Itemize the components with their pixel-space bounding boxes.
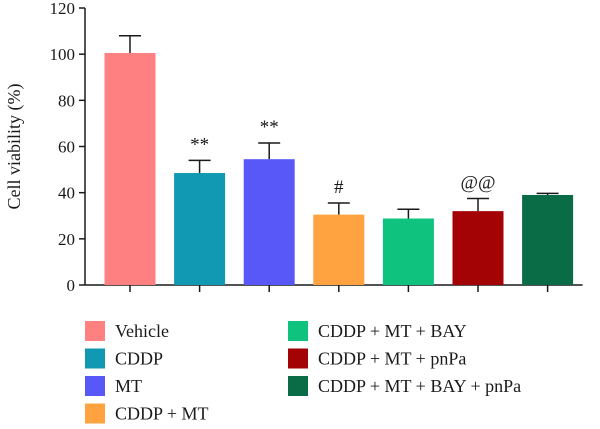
y-tick-label: 120 [50,0,76,18]
y-tick-label: 0 [67,276,76,295]
legend-label: CDDP + MT + BAY + pnPa [318,376,521,396]
y-axis: 0 20 40 60 80 100 120 [50,0,86,295]
bar [174,173,226,285]
legend-swatch [288,321,308,341]
legend: Vehicle CDDP MT CDDP + MT CDDP + MT + BAY CDD… [85,321,521,424]
bar [382,218,434,285]
bars-group [104,53,574,286]
bar [104,53,156,286]
significance-annotation: # [334,177,344,198]
legend-label: MT [115,376,142,396]
significance-annotation: ** [190,134,209,155]
annotations-group: ** ** # @@ [190,117,495,198]
legend-swatch [288,348,308,369]
y-tick-label: 40 [58,184,75,203]
significance-annotation: ** [260,117,279,138]
y-tick-label: 60 [58,138,75,157]
y-tick-label: 80 [58,91,75,110]
x-axis [85,284,583,292]
legend-label: CDDP [115,349,163,369]
legend-swatch [85,348,105,369]
legend-label: Vehicle [115,321,169,341]
y-axis-title: Cell viability (%) [4,84,25,210]
bar [313,214,365,285]
legend-swatch [288,376,308,396]
legend-label: CDDP + MT + BAY [318,321,467,341]
legend-swatch [85,321,105,341]
significance-annotation: @@ [461,172,496,193]
legend-swatch [85,403,105,424]
y-tick-label: 100 [50,45,76,64]
y-tick-label: 20 [58,230,75,249]
legend-label: CDDP + MT + pnPa [318,349,466,369]
bar [243,159,295,285]
bar [522,194,574,285]
legend-label: CDDP + MT [115,404,209,424]
error-bars-group [119,34,559,219]
legend-swatch [85,376,105,396]
bar [452,211,504,285]
